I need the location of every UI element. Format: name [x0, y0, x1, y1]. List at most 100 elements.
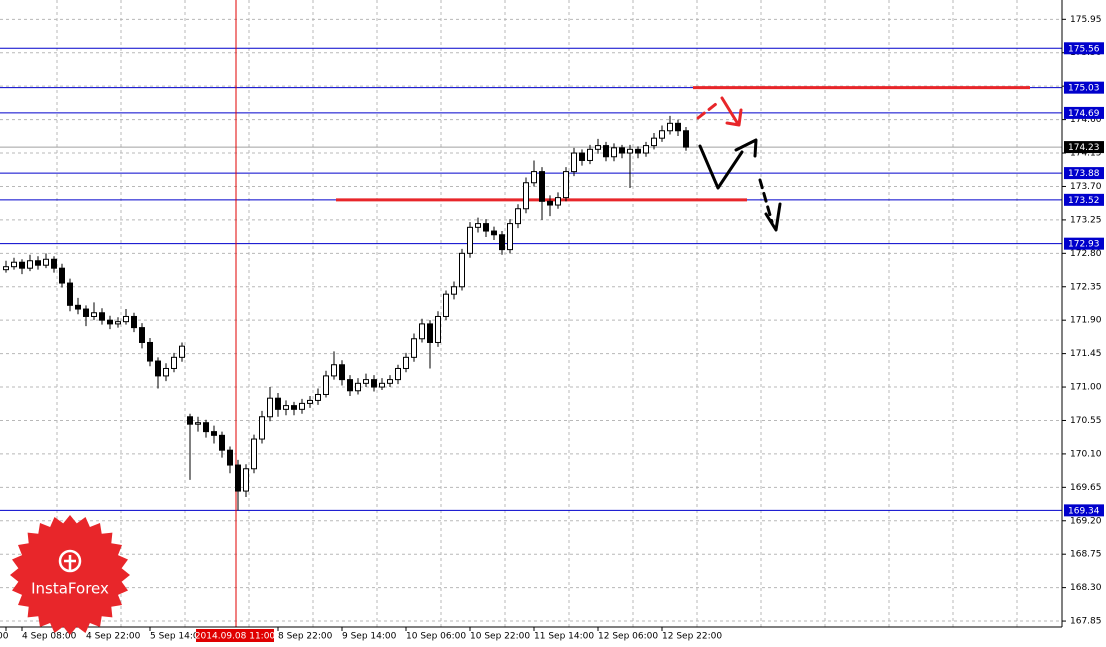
candle-body: [507, 223, 513, 251]
candle-body: [75, 304, 81, 310]
candle-body: [411, 338, 417, 358]
candle-body: [27, 260, 33, 269]
candle-body: [347, 379, 353, 392]
candle-body: [459, 252, 465, 288]
arrow: [764, 202, 782, 232]
candle-body: [387, 379, 393, 384]
candle-body: [451, 286, 457, 295]
y-tick-label: 173.25: [1070, 215, 1102, 225]
axes: 167.85 168.30 168.75 169.20 169.65 170.10 170.…: [0, 15, 1104, 642]
current-price-label: 174.23: [1068, 143, 1100, 153]
candle-body: [147, 341, 153, 362]
candle-body: [523, 182, 529, 210]
candle-body: [251, 438, 257, 470]
candle-body: [243, 468, 249, 492]
candle-body: [195, 422, 201, 425]
forecast-arrows: [696, 96, 782, 232]
current-price-box: [1064, 141, 1104, 154]
candle-body: [419, 323, 425, 340]
candle-body: [227, 449, 233, 466]
candle-body: [563, 171, 569, 199]
x-tick-label: 00: [0, 632, 9, 642]
candle-body: [283, 405, 289, 410]
level-label-box: [1064, 106, 1104, 119]
candle-body: [611, 147, 617, 158]
candle-body: [627, 148, 633, 154]
candle-body: [211, 431, 217, 436]
candle-body: [131, 315, 137, 329]
candle-body: [115, 321, 121, 325]
candle-body: [531, 171, 537, 184]
level-label: 174.69: [1068, 109, 1100, 119]
candle-body: [515, 208, 521, 225]
y-tick-label: 172.80: [1070, 249, 1102, 259]
candle-body: [539, 171, 545, 202]
levels: [0, 0, 1062, 627]
candle-body: [643, 145, 649, 154]
candle-body: [123, 315, 129, 323]
candle-body: [587, 148, 593, 161]
y-tick-label: 171.90: [1070, 316, 1102, 326]
candle-body: [59, 267, 65, 284]
level-label-box: [1064, 167, 1104, 180]
x-tick-label: 12 Sep 06:00: [598, 632, 658, 642]
candles: [3, 115, 689, 511]
level-label: 169.34: [1068, 506, 1100, 516]
logo-text: InstaForex: [31, 580, 109, 598]
candle-body: [3, 266, 9, 271]
level-label: 173.52: [1068, 196, 1100, 206]
x-tick-label: 11 Sep 14:00: [534, 632, 594, 642]
candle-body: [683, 130, 689, 148]
candle-body: [179, 345, 185, 358]
candle-body: [315, 393, 321, 401]
candle-body: [603, 145, 609, 158]
candle-body: [307, 399, 313, 404]
candle-body: [355, 382, 361, 392]
candle-body: [51, 258, 57, 269]
x-tick-label: 4 Sep 22:00: [86, 632, 141, 642]
y-tick-label: 171.00: [1070, 383, 1102, 393]
level-label: 175.56: [1068, 44, 1100, 54]
candle-body: [339, 364, 345, 381]
candle-body: [259, 416, 265, 440]
candle-body: [19, 261, 25, 269]
candle-body: [659, 130, 665, 139]
candle-body: [235, 464, 241, 492]
candle-body: [475, 223, 481, 228]
candle-body: [635, 148, 641, 154]
x-tick-label: 4 Sep 08:00: [22, 632, 77, 642]
level-label-box: [1064, 504, 1104, 517]
candle-body: [171, 356, 177, 369]
candle-body: [571, 152, 577, 173]
candle-body: [675, 122, 681, 132]
candle-body: [187, 416, 193, 425]
candle-body: [291, 405, 297, 410]
level-label-box: [1064, 42, 1104, 55]
level-label-box: [1064, 193, 1104, 206]
candle-body: [275, 397, 281, 410]
y-tick-label: 169.20: [1070, 516, 1102, 526]
candle-body: [619, 147, 625, 154]
y-tick-label: 173.70: [1070, 182, 1102, 192]
candle-body: [139, 327, 145, 343]
x-tick-label: 9 Sep 14:00: [342, 632, 397, 642]
x-tick-label: 8 Sep 22:00: [278, 632, 333, 642]
candle-body: [107, 319, 113, 325]
arrow: [734, 138, 758, 158]
candle-body: [363, 379, 369, 384]
y-tick-label: 171.45: [1070, 349, 1102, 359]
candle-body: [267, 397, 273, 418]
candle-body: [331, 364, 337, 377]
grid: [0, 0, 1062, 627]
x-tick-label: 12 Sep 22:00: [662, 632, 722, 642]
candle-body: [595, 145, 601, 150]
y-tick-label: 169.65: [1070, 483, 1102, 493]
marker-label-box: [196, 629, 274, 642]
logo-icon: [64, 555, 76, 571]
candle-body: [435, 315, 441, 343]
candle-body: [579, 152, 585, 161]
candle-body: [667, 122, 673, 132]
arrow: [758, 178, 774, 224]
candle-body: [427, 323, 433, 343]
y-tick-label: 170.10: [1070, 449, 1102, 459]
